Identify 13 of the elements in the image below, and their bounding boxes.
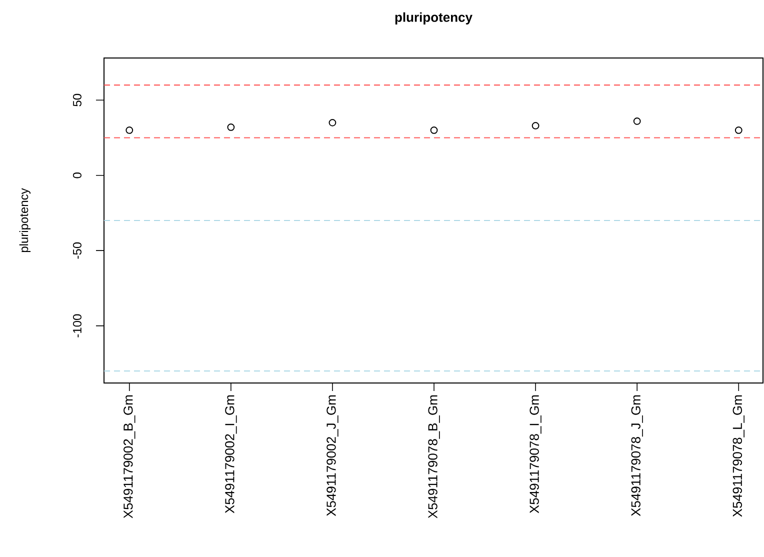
y-axis-title: pluripotency [19,188,31,252]
x-tick-label: X5491179002_I_Gm [225,395,237,514]
x-tick-label: X5491179078_B_Gm [428,395,440,518]
x-tick-label: X5491179002_J_Gm [326,395,338,516]
x-tick-label: X5491179078_I_Gm [530,395,542,514]
y-tick-label: -50 [72,242,82,259]
y-tick-label: 0 [72,172,82,178]
x-tick-label: X5491179002_B_Gm [124,395,136,518]
y-tick-label: 50 [72,94,82,106]
x-tick-label: X5491179078_J_Gm [631,395,643,516]
y-tick-label: -100 [72,314,82,338]
x-tick-label: X5491179078_L_Gm [732,395,744,517]
chart-title: pluripotency [395,12,472,24]
